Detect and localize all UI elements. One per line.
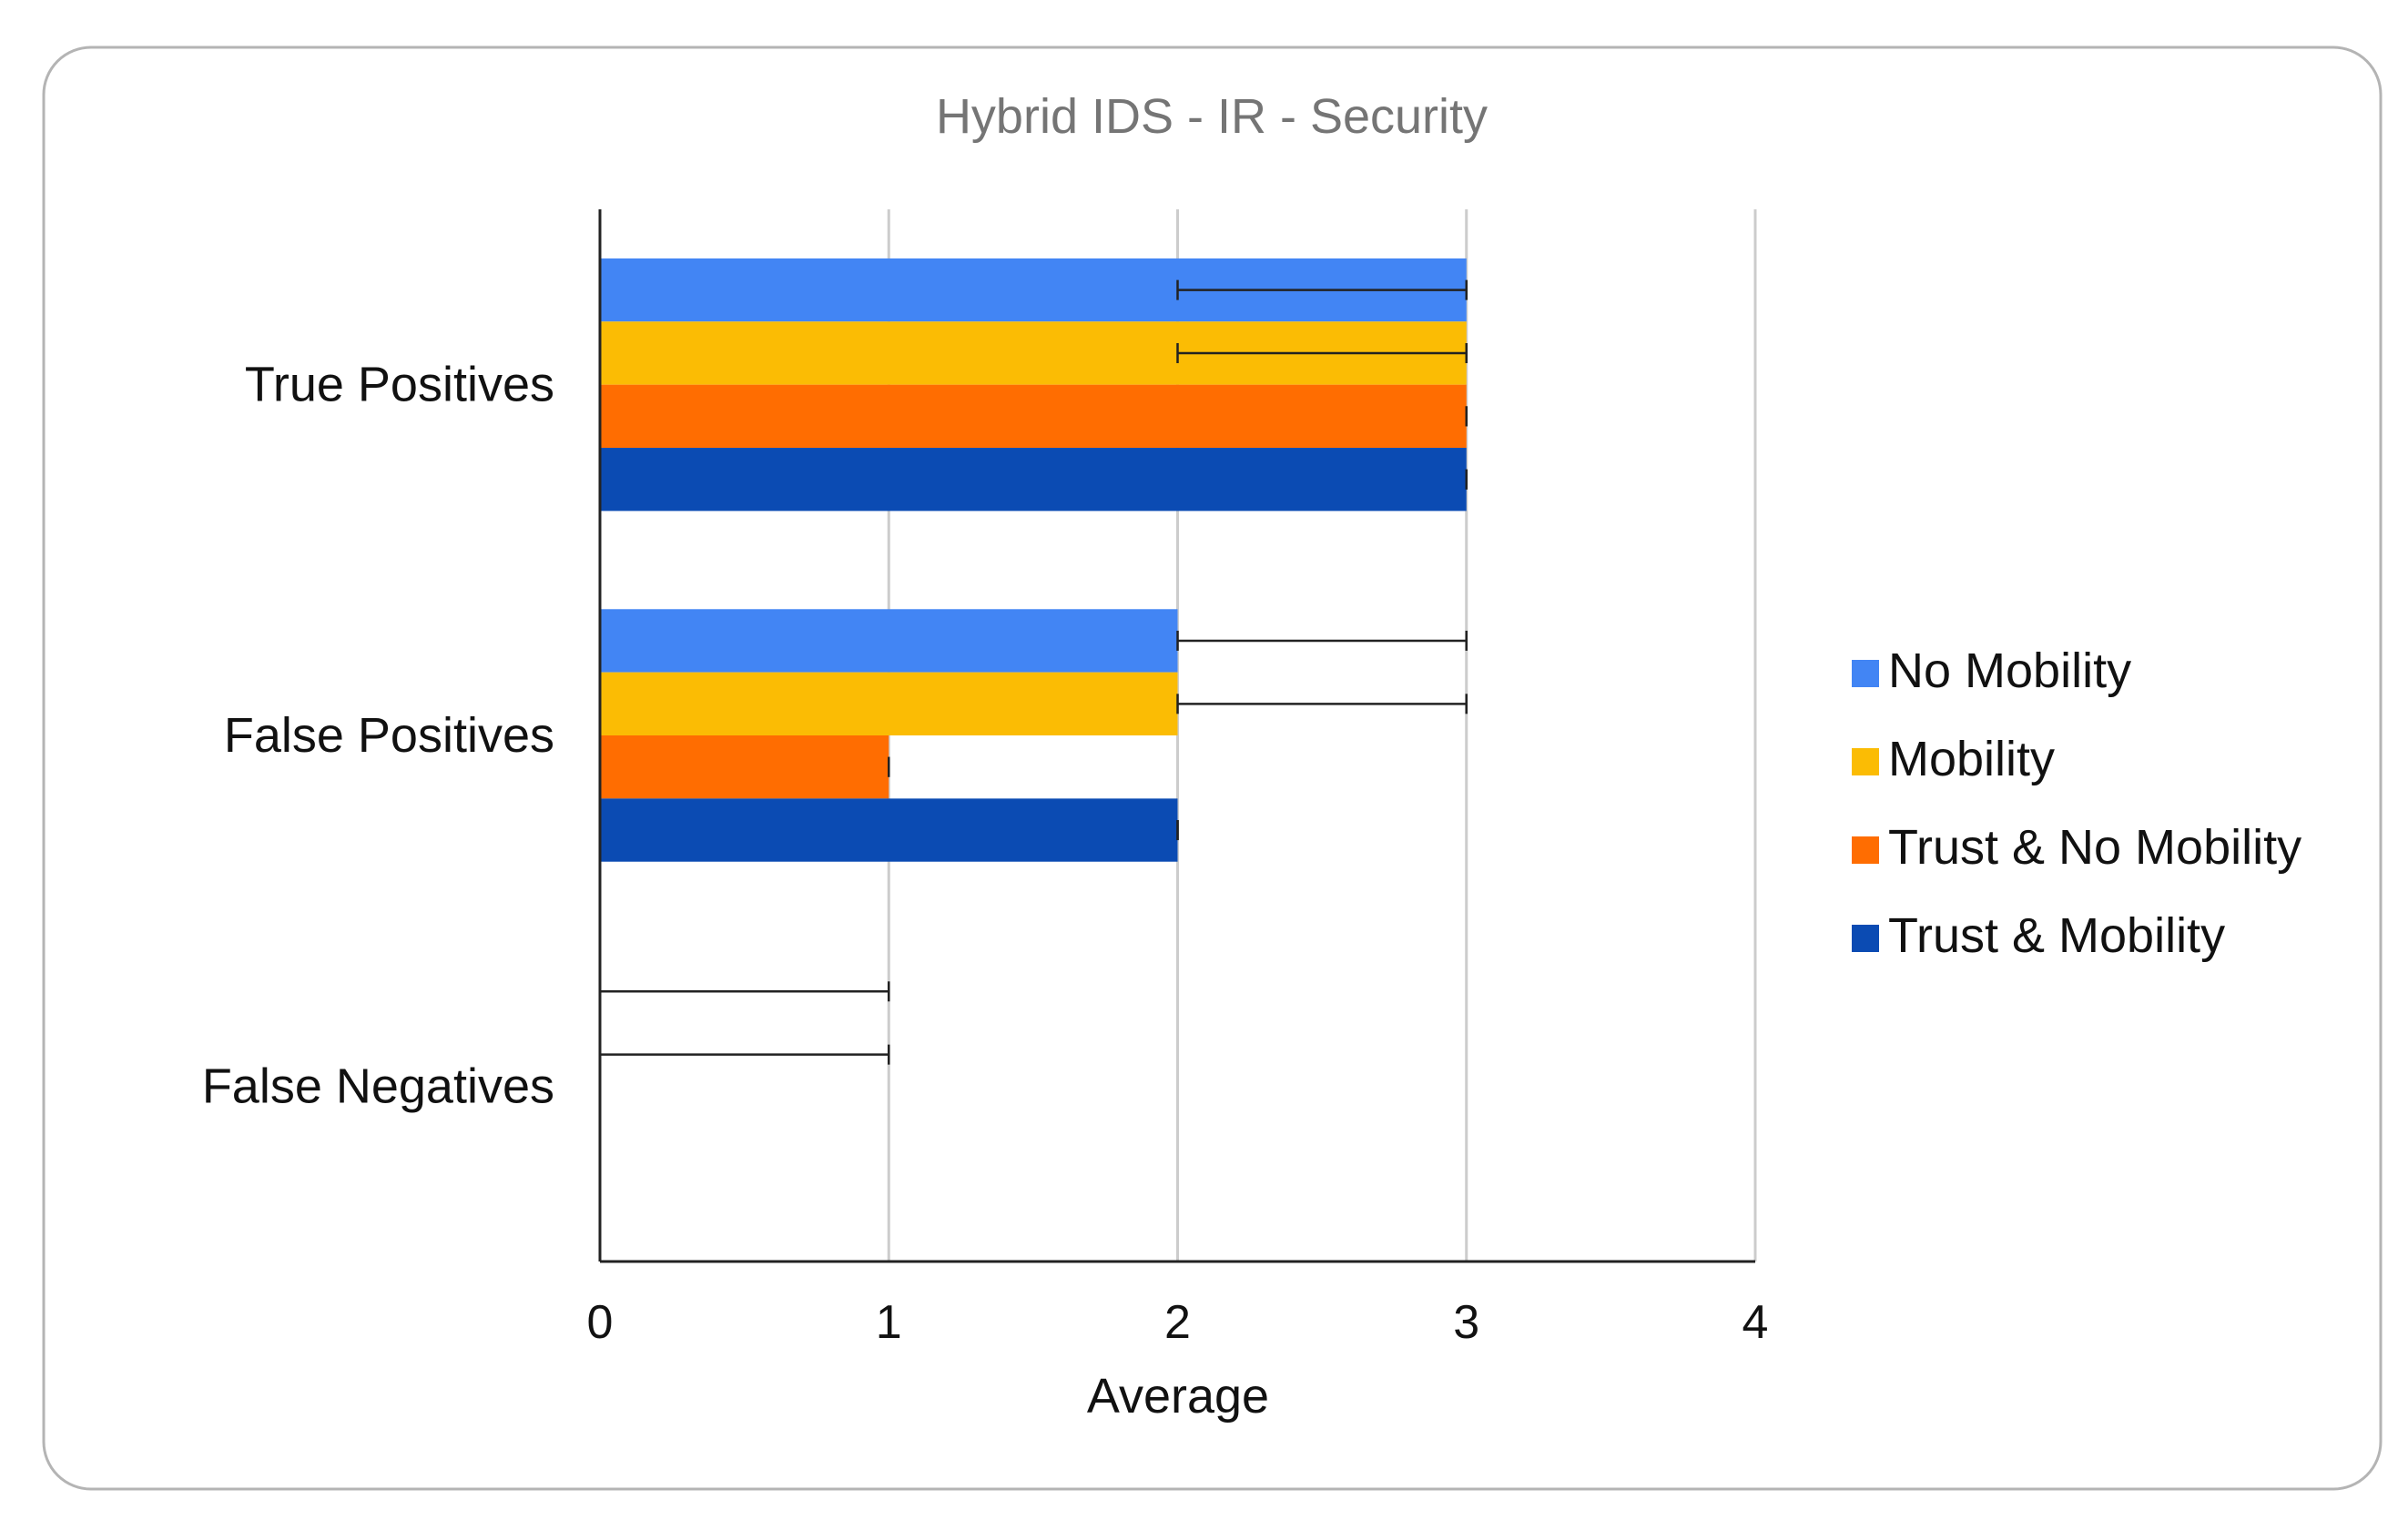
bar-1-3 xyxy=(600,798,1178,862)
bar-1-1 xyxy=(600,672,1178,735)
legend-label-1: Mobility xyxy=(1888,732,2055,786)
legend-swatch-2 xyxy=(1852,836,1879,864)
x-tick-label-0: 0 xyxy=(587,1296,614,1349)
bar-0-2 xyxy=(600,384,1467,449)
legend-swatch-3 xyxy=(1852,925,1879,952)
error-bar-0-1 xyxy=(1176,342,1468,363)
legend-swatch-0 xyxy=(1852,660,1879,687)
bar-1-2 xyxy=(600,735,889,799)
bar-0-3 xyxy=(600,448,1467,512)
x-tick-label-1: 1 xyxy=(876,1296,902,1349)
x-tick-label-4: 4 xyxy=(1742,1296,1769,1349)
bar-1-0 xyxy=(600,609,1178,673)
legend-label-0: No Mobility xyxy=(1888,643,2131,698)
axes xyxy=(598,209,1755,1263)
x-tick-labels: 0 1 2 3 4 xyxy=(587,1296,1769,1349)
error-bar-0-0 xyxy=(1176,279,1468,300)
x-tick-label-3: 3 xyxy=(1453,1296,1479,1349)
x-tick-label-2: 2 xyxy=(1164,1296,1191,1349)
error-bar-1-1 xyxy=(1176,694,1468,714)
legend-label-3: Trust & Mobility xyxy=(1888,908,2225,963)
category-label-1: False Positives xyxy=(224,708,554,763)
x-axis-title: Average xyxy=(1087,1369,1269,1424)
legend-label-2: Trust & No Mobility xyxy=(1888,820,2301,875)
legend: No Mobility Mobility Trust & No Mobility Tr… xyxy=(1852,643,2301,963)
error-bars xyxy=(598,279,1468,1065)
category-label-2: False Negatives xyxy=(202,1059,554,1113)
category-labels: True Positives False Positives False Negat… xyxy=(202,358,554,1114)
category-label-0: True Positives xyxy=(245,358,554,412)
error-bar-1-0 xyxy=(1176,630,1468,651)
chart-title: Hybrid IDS - IR - Security xyxy=(936,89,1488,144)
legend-swatch-1 xyxy=(1852,748,1879,775)
